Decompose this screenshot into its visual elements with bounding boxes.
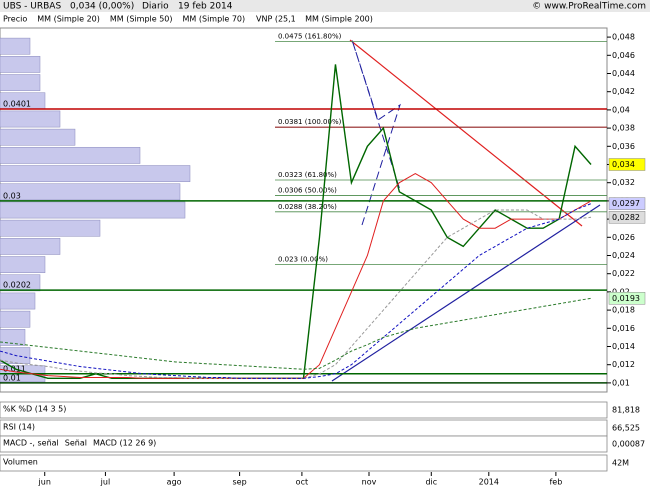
y-tick-label: 0,038 bbox=[612, 124, 635, 133]
panel-value: 0,00087 bbox=[612, 440, 645, 449]
plot-frame bbox=[0, 27, 608, 393]
panel bbox=[0, 435, 608, 453]
panel-label: MACD (12 26 9) bbox=[93, 439, 156, 448]
trend-line bbox=[331, 204, 601, 382]
profile-bar bbox=[0, 74, 41, 91]
y-tick-label: 0,022 bbox=[612, 269, 635, 278]
panel bbox=[0, 419, 608, 437]
profile-bar bbox=[0, 56, 41, 73]
profile-bar bbox=[0, 201, 186, 219]
pattern-line bbox=[351, 39, 401, 226]
period: Diario bbox=[142, 2, 169, 12]
legend: Precio MM (Simple 20) MM (Simple 50) MM (Si… bbox=[3, 15, 373, 24]
price-label-bg bbox=[608, 158, 646, 171]
panel-label: RSI (14) bbox=[3, 423, 35, 432]
y-tick-label: 0,032 bbox=[612, 178, 635, 187]
legend-entry: Precio bbox=[3, 15, 27, 24]
panel-label: Señal bbox=[65, 439, 87, 448]
y-tick-label: 0,036 bbox=[612, 142, 635, 151]
site: © www.ProRealTime.com bbox=[532, 2, 646, 12]
x-tick-label: feb bbox=[549, 478, 562, 487]
legend-extra: VNP (25,1 bbox=[256, 15, 296, 24]
legend-entry: MM (Simple 200) bbox=[305, 15, 373, 24]
x-tick-label: ago bbox=[167, 478, 182, 487]
x-tick-label: sep bbox=[233, 478, 247, 487]
y-tick-label: 0,01 bbox=[612, 378, 630, 387]
y-tick-label: 0,026 bbox=[612, 233, 635, 242]
fib-label: 0.0306 (50.00%) bbox=[278, 186, 337, 194]
price-label-bg bbox=[608, 292, 646, 305]
fib-label: 0.023 (0.00%) bbox=[278, 256, 328, 264]
level-label: 0.0401 bbox=[3, 99, 31, 108]
series-line bbox=[0, 297, 592, 370]
legend-entry: MM (Simple 70) bbox=[183, 15, 246, 24]
price-label-bg bbox=[608, 211, 646, 224]
price-label-bg bbox=[608, 197, 646, 210]
x-tick-label: oct bbox=[296, 478, 308, 487]
profile-bar bbox=[0, 183, 181, 201]
y-tick-label: 0,016 bbox=[612, 324, 635, 333]
quote: 0,034 (0,00%) bbox=[70, 2, 134, 12]
y-tick-label: 0,04 bbox=[612, 105, 630, 114]
panel-value: 81,818 bbox=[612, 406, 640, 415]
profile-bar bbox=[0, 147, 141, 164]
fib-label: 0.0323 (61.80%) bbox=[278, 171, 337, 179]
panel-label: MACD -, señal bbox=[3, 439, 59, 448]
header-bar bbox=[0, 0, 650, 12]
panel bbox=[0, 401, 608, 419]
y-tick-label: 0,048 bbox=[612, 33, 635, 42]
x-tick-label: jun bbox=[38, 478, 51, 487]
date: 19 feb 2014 bbox=[178, 2, 233, 12]
y-tick-label: 0,044 bbox=[612, 69, 635, 78]
profile-bar bbox=[0, 310, 31, 328]
profile-bar bbox=[0, 110, 61, 128]
price-label: 0,0282 bbox=[612, 213, 640, 222]
level-label: 0.0202 bbox=[3, 281, 31, 290]
x-tick-label: jul bbox=[100, 478, 111, 487]
price-label: 0,0193 bbox=[612, 294, 640, 303]
x-tick-label: 2014 bbox=[479, 478, 499, 487]
panel bbox=[0, 454, 608, 472]
profile-bar bbox=[0, 329, 26, 346]
legend-entry: MM (Simple 20) bbox=[37, 15, 100, 24]
fib-label: 0.0288 (38.20%) bbox=[278, 203, 337, 211]
legend-entry: MM (Simple 50) bbox=[110, 15, 173, 24]
symbol: UBS - URBAS bbox=[3, 2, 61, 12]
series-line bbox=[0, 203, 592, 379]
panel-value: 42M bbox=[612, 459, 629, 468]
x-tick-label: nov bbox=[362, 478, 377, 487]
profile-bar bbox=[0, 238, 61, 255]
level-label: 0.01 bbox=[3, 373, 21, 382]
profile-bar bbox=[0, 219, 101, 237]
profile-bar bbox=[0, 256, 46, 273]
panel-label: Volumen bbox=[3, 458, 38, 467]
level-label: 0.03 bbox=[3, 191, 21, 200]
profile-bar bbox=[0, 292, 36, 310]
profile-bar bbox=[0, 274, 41, 292]
profile-bar bbox=[0, 128, 76, 146]
panel-label: %K %D (14 3 5) bbox=[3, 405, 66, 414]
profile-bar bbox=[0, 165, 191, 182]
y-tick-label: 0,012 bbox=[612, 360, 635, 369]
y-tick-label: 0,046 bbox=[612, 51, 635, 60]
y-tick-label: 0,042 bbox=[612, 87, 635, 96]
profile-bar bbox=[0, 37, 31, 55]
x-tick-label: dic bbox=[425, 478, 437, 487]
panel-value: 66,525 bbox=[612, 424, 640, 433]
y-tick-label: 0,014 bbox=[612, 342, 635, 351]
y-tick-label: 0,024 bbox=[612, 251, 635, 260]
price-label: 0,0297 bbox=[612, 199, 640, 208]
price-label: 0,034 bbox=[612, 160, 635, 169]
trend-line bbox=[349, 39, 583, 227]
fib-label: 0.0381 (100.00%) bbox=[278, 118, 342, 126]
y-tick-label: 0,018 bbox=[612, 306, 635, 315]
y-tick-label: 0,02 bbox=[612, 287, 630, 296]
fib-label: 0.0475 (161.80%) bbox=[278, 33, 342, 41]
